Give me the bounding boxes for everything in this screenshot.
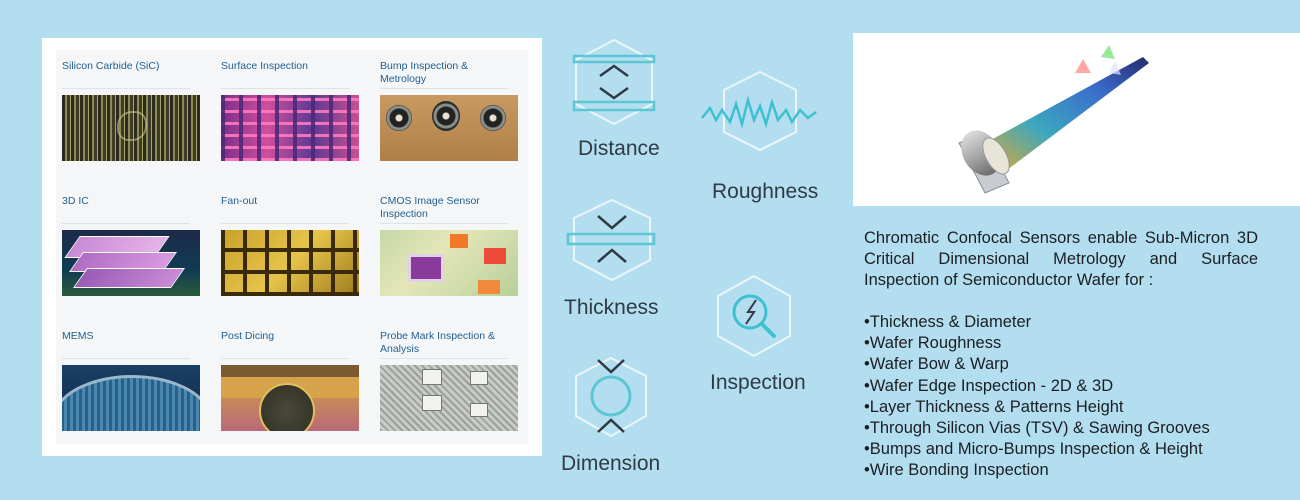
gallery-item-label: Surface Inspection <box>221 60 308 72</box>
inspection-icon <box>712 274 796 363</box>
list-item: •Layer Thickness & Patterns Height <box>864 397 1124 416</box>
divider <box>62 223 190 224</box>
divider <box>62 88 190 89</box>
list-item: •Through Silicon Vias (TSV) & Sawing Gro… <box>864 419 1210 438</box>
divider <box>62 358 190 359</box>
gallery-item-post-dicing[interactable]: Post Dicing <box>215 330 359 431</box>
divider <box>380 88 508 89</box>
gallery-item-label: Silicon Carbide (SiC) <box>62 60 160 72</box>
description-text: Chromatic Confocal Sensors enable Sub-Mi… <box>864 229 1258 289</box>
list-item: •Wafer Edge Inspection - 2D & 3D <box>864 376 1114 395</box>
gallery-item-fan-out[interactable]: Fan-out <box>215 195 359 296</box>
list-item: •Wire Bonding Inspection <box>864 461 1049 480</box>
divider <box>380 358 508 359</box>
application-gallery: Silicon Carbide (SiC) Surface Inspection… <box>42 38 542 456</box>
confocal-sensor-image <box>853 33 1300 206</box>
distance-label: Distance <box>578 137 660 160</box>
roughness-icon <box>700 70 820 157</box>
cmos-sensor-thumbnail <box>380 230 518 296</box>
3d-ic-thumbnail <box>62 230 200 296</box>
gallery-item-sic[interactable]: Silicon Carbide (SiC) <box>56 60 200 161</box>
list-item: •Bumps and Micro-Bumps Inspection & Heig… <box>864 440 1203 459</box>
dimension-icon <box>566 354 656 445</box>
surface-inspection-thumbnail <box>221 95 359 161</box>
divider <box>221 223 349 224</box>
sic-thumbnail <box>62 95 200 161</box>
thickness-label: Thickness <box>564 296 659 319</box>
gallery-item-mems[interactable]: MEMS <box>56 330 200 431</box>
dimension-label: Dimension <box>561 452 661 475</box>
gallery-item-probe-mark[interactable]: Probe Mark Inspection & Analysis <box>374 330 518 431</box>
probe-mark-thumbnail <box>380 365 518 431</box>
gallery-grid: Silicon Carbide (SiC) Surface Inspection… <box>56 50 528 444</box>
fan-out-thumbnail <box>221 230 359 296</box>
gallery-item-bump-inspection[interactable]: Bump Inspection & Metrology <box>374 60 518 161</box>
gallery-item-label: Bump Inspection & Metrology <box>380 60 469 85</box>
gallery-item-label: CMOS Image Sensor Inspection <box>380 195 480 220</box>
list-item: •Wafer Roughness <box>864 334 1002 353</box>
inspection-label: Inspection <box>710 371 806 394</box>
roughness-label: Roughness <box>712 180 819 203</box>
distance-icon <box>568 38 660 133</box>
divider <box>221 88 349 89</box>
gallery-item-label: Post Dicing <box>221 330 275 342</box>
bump-inspection-thumbnail <box>380 95 518 161</box>
gallery-item-cmos-image-sensor[interactable]: CMOS Image Sensor Inspection <box>374 195 518 296</box>
post-dicing-thumbnail <box>221 365 359 431</box>
thickness-icon <box>566 198 658 289</box>
list-item: •Thickness & Diameter <box>864 313 1032 331</box>
mems-thumbnail <box>62 365 200 431</box>
gallery-item-label: Probe Mark Inspection & Analysis <box>380 330 495 355</box>
gallery-item-surface-inspection[interactable]: Surface Inspection <box>215 60 359 161</box>
divider <box>380 223 508 224</box>
gallery-item-3d-ic[interactable]: 3D IC <box>56 195 200 296</box>
gallery-item-label: MEMS <box>62 330 94 342</box>
applications-list: •Thickness & Diameter •Wafer Roughness •… <box>864 312 1210 482</box>
divider <box>221 358 349 359</box>
list-item: •Wafer Bow & Warp <box>864 355 1009 374</box>
gallery-item-label: Fan-out <box>221 195 258 207</box>
gallery-item-label: 3D IC <box>62 195 89 207</box>
